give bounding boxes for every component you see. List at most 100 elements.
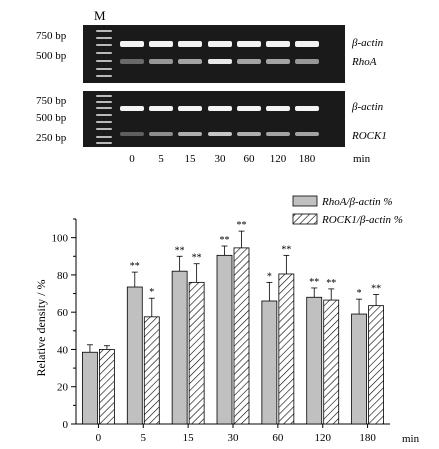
lane-label-30: 30 <box>214 153 226 165</box>
bottom-size-750: 750 bp <box>36 95 67 107</box>
y-tick-label: 40 <box>57 344 69 356</box>
band-rhoa <box>149 59 173 64</box>
lane-label-60: 60 <box>243 153 255 165</box>
y-tick-label: 20 <box>57 382 69 394</box>
band-rock1 <box>120 132 144 136</box>
band-rhoa <box>295 59 319 64</box>
band-rock1 <box>295 132 319 136</box>
band-actin-top <box>120 41 144 47</box>
significance-label: ** <box>192 253 202 264</box>
bottom-size-500: 500 bp <box>36 112 67 124</box>
bar-rhoa <box>171 270 188 425</box>
band-actin-bottom <box>295 106 319 111</box>
bar-rock1 <box>99 349 115 425</box>
band-actin-top <box>237 41 261 47</box>
y-tick-label: 80 <box>57 270 69 282</box>
significance-label: * <box>267 271 272 282</box>
band-actin-top <box>149 41 173 47</box>
marker-band <box>96 142 112 144</box>
marker-band <box>96 128 112 130</box>
significance-label: ** <box>237 220 247 231</box>
band-rhoa <box>266 59 290 64</box>
top-band-label-rhoa: RhoA <box>352 56 377 68</box>
top-size-500: 500 bp <box>36 50 67 62</box>
band-actin-top <box>295 41 319 47</box>
x-tick-label: 120 <box>314 432 331 444</box>
gel-bottom <box>83 91 345 147</box>
bar-rhoa <box>216 254 233 425</box>
marker-band <box>96 52 112 54</box>
bar-rock1 <box>233 247 250 425</box>
significance-label: ** <box>371 283 381 294</box>
x-tick-label: 0 <box>96 432 102 444</box>
y-tick-label: 0 <box>63 419 69 431</box>
top-band-label-actin: β-actin <box>352 37 384 49</box>
significance-label: ** <box>309 277 319 288</box>
bottom-size-250: 250 bp <box>36 132 67 144</box>
bar-rhoa <box>82 351 98 425</box>
bar-rhoa <box>351 313 367 425</box>
band-rock1 <box>178 132 202 136</box>
band-rhoa <box>120 59 144 64</box>
marker-band <box>96 37 112 39</box>
marker-label: M <box>94 8 106 23</box>
bar-rock1 <box>278 273 295 425</box>
bar-rhoa <box>306 296 323 425</box>
bar-rock1 <box>188 281 205 425</box>
band-actin-bottom <box>178 106 202 111</box>
bar-rhoa <box>261 300 278 425</box>
band-actin-bottom <box>208 106 232 111</box>
significance-label: * <box>357 288 362 299</box>
bar-rock1 <box>323 299 340 425</box>
band-rock1 <box>208 132 232 136</box>
legend-label-rock1: ROCK1/β-actin % <box>321 214 403 226</box>
lane-label-120: 120 <box>269 153 287 165</box>
legend-swatch-rock1 <box>292 213 318 225</box>
marker-band <box>96 75 112 77</box>
lane-label-5: 5 <box>158 153 164 165</box>
significance-label: * <box>149 287 154 298</box>
x-tick-label: 5 <box>141 432 147 444</box>
lane-label-15: 15 <box>184 153 196 165</box>
band-actin-bottom <box>120 106 144 111</box>
legend-swatch-rhoa <box>292 195 318 207</box>
marker-band <box>96 107 112 109</box>
band-rhoa <box>178 59 202 64</box>
significance-label: ** <box>281 244 291 255</box>
bar-rock1 <box>368 305 384 425</box>
legend-label-rhoa: RhoA/β-actin % <box>321 196 393 208</box>
x-tick-label: 180 <box>359 432 376 444</box>
band-rock1 <box>149 132 173 136</box>
bar-rhoa <box>126 286 143 425</box>
marker-band <box>96 68 112 70</box>
x-tick-label: 60 <box>272 432 284 444</box>
y-tick-label: 60 <box>57 307 69 319</box>
band-rock1 <box>237 132 261 136</box>
band-actin-bottom <box>266 106 290 111</box>
significance-label: ** <box>175 245 185 256</box>
lane-label-0: 0 <box>129 153 135 165</box>
significance-label: ** <box>220 235 230 246</box>
marker-band <box>96 101 112 103</box>
legend: RhoA/β-actin % ROCK1/β-actin % <box>292 195 403 226</box>
top-size-750: 750 bp <box>36 30 67 42</box>
marker-band <box>96 136 112 138</box>
marker-band <box>96 60 112 62</box>
x-axis-unit: min <box>402 433 420 445</box>
lane-label-180: 180 <box>298 153 316 165</box>
bar-rock1 <box>143 316 160 425</box>
band-actin-bottom <box>237 106 261 111</box>
y-axis-label: Relative density / % <box>34 280 48 377</box>
lane-unit: min <box>353 153 371 165</box>
x-tick-label: 30 <box>228 432 240 444</box>
band-actin-top <box>208 41 232 47</box>
band-actin-top <box>178 41 202 47</box>
marker-band <box>96 95 112 97</box>
significance-label: ** <box>130 261 140 272</box>
y-tick-label: 100 <box>52 233 69 245</box>
gel-top <box>83 25 345 83</box>
x-tick-label: 15 <box>183 432 195 444</box>
marker-band <box>96 114 112 116</box>
